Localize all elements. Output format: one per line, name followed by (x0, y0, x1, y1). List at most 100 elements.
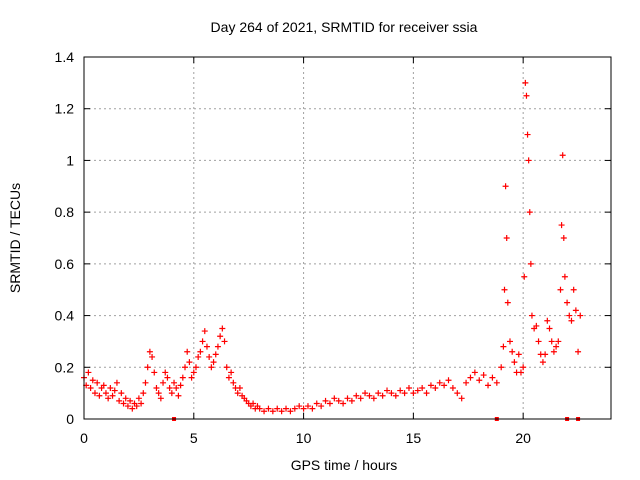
data-point (375, 390, 382, 397)
data-point (313, 400, 320, 407)
data-point (504, 299, 511, 306)
data-point (173, 384, 180, 391)
data-point (528, 312, 535, 319)
data-point (379, 392, 386, 399)
data-point (340, 400, 347, 407)
data-point (155, 390, 162, 397)
data-point (353, 392, 360, 399)
data-point (458, 395, 465, 402)
data-point (142, 379, 149, 386)
data-point (287, 408, 294, 415)
data-point (489, 374, 496, 381)
data-point (210, 359, 217, 366)
y-tick-label: 0.6 (55, 256, 75, 272)
data-point (175, 392, 182, 399)
data-point (223, 364, 230, 371)
data-point (414, 387, 421, 394)
data-point (348, 397, 355, 404)
data-point (278, 408, 285, 415)
data-point (467, 374, 474, 381)
data-point (511, 359, 518, 366)
data-point (544, 317, 551, 324)
data-point (256, 405, 263, 412)
data-point (265, 405, 272, 412)
data-point (570, 286, 577, 293)
data-point (124, 403, 131, 410)
data-point (195, 353, 202, 360)
data-point (116, 397, 123, 404)
data-point (432, 384, 439, 391)
data-point (553, 343, 560, 350)
data-point (184, 348, 191, 355)
data-point (539, 359, 546, 366)
data-point (269, 408, 276, 415)
grid-layer (84, 57, 611, 419)
data-point (561, 273, 568, 280)
data-point (331, 395, 338, 402)
data-point (441, 382, 448, 389)
data-point (503, 235, 510, 241)
data-point (291, 405, 298, 412)
data-point (335, 397, 342, 404)
data-point (548, 338, 555, 345)
data-point (192, 364, 199, 371)
data-point (542, 351, 549, 358)
points-layer (81, 79, 584, 415)
data-point (296, 403, 303, 410)
data-point (471, 369, 478, 376)
data-point (225, 374, 232, 381)
data-point (480, 372, 487, 379)
data-point (362, 390, 369, 397)
data-point (129, 405, 136, 412)
data-point (120, 400, 127, 407)
data-point (221, 338, 228, 345)
data-point (525, 157, 532, 164)
y-tick-label: 0 (66, 411, 74, 427)
data-point (410, 390, 417, 397)
y-tick-label: 0.8 (55, 204, 75, 220)
data-point (206, 353, 213, 360)
data-point (560, 235, 567, 241)
data-point (520, 364, 527, 371)
data-point (322, 397, 329, 404)
data-point (575, 348, 582, 355)
data-point (168, 390, 175, 397)
plot-frame (83, 56, 612, 420)
data-point (523, 92, 530, 99)
data-point (197, 348, 204, 355)
data-point (515, 351, 522, 358)
x-tick-label: 0 (80, 430, 88, 446)
data-point (366, 392, 373, 399)
data-point (527, 260, 534, 267)
data-point (449, 384, 456, 391)
data-point (179, 374, 186, 381)
data-point (85, 369, 92, 376)
data-point (388, 390, 395, 397)
data-point (283, 405, 290, 412)
data-point (300, 405, 307, 412)
y-tick-label: 1.2 (55, 101, 75, 117)
data-point (153, 384, 160, 391)
data-point (357, 395, 364, 402)
ticks-layer: 0 5 10 15 20 0 0.2 0.4 0.6 0.8 1 1.2 1.4 (55, 49, 611, 446)
data-point (113, 379, 120, 386)
data-point (234, 390, 241, 397)
data-point (564, 299, 571, 306)
data-point (558, 222, 565, 229)
data-point (203, 343, 210, 350)
data-point (164, 374, 171, 381)
data-point (445, 377, 452, 384)
data-point (111, 387, 118, 394)
data-point (318, 403, 325, 410)
data-point (140, 390, 147, 397)
x-axis-label: GPS time / hours (291, 457, 398, 473)
data-point (517, 369, 524, 376)
data-point (127, 397, 134, 404)
data-point (91, 390, 98, 397)
data-point (506, 338, 513, 345)
data-point (502, 183, 509, 190)
data-point (217, 333, 224, 340)
data-point (144, 364, 151, 371)
data-point (500, 343, 507, 350)
data-point (559, 152, 566, 159)
